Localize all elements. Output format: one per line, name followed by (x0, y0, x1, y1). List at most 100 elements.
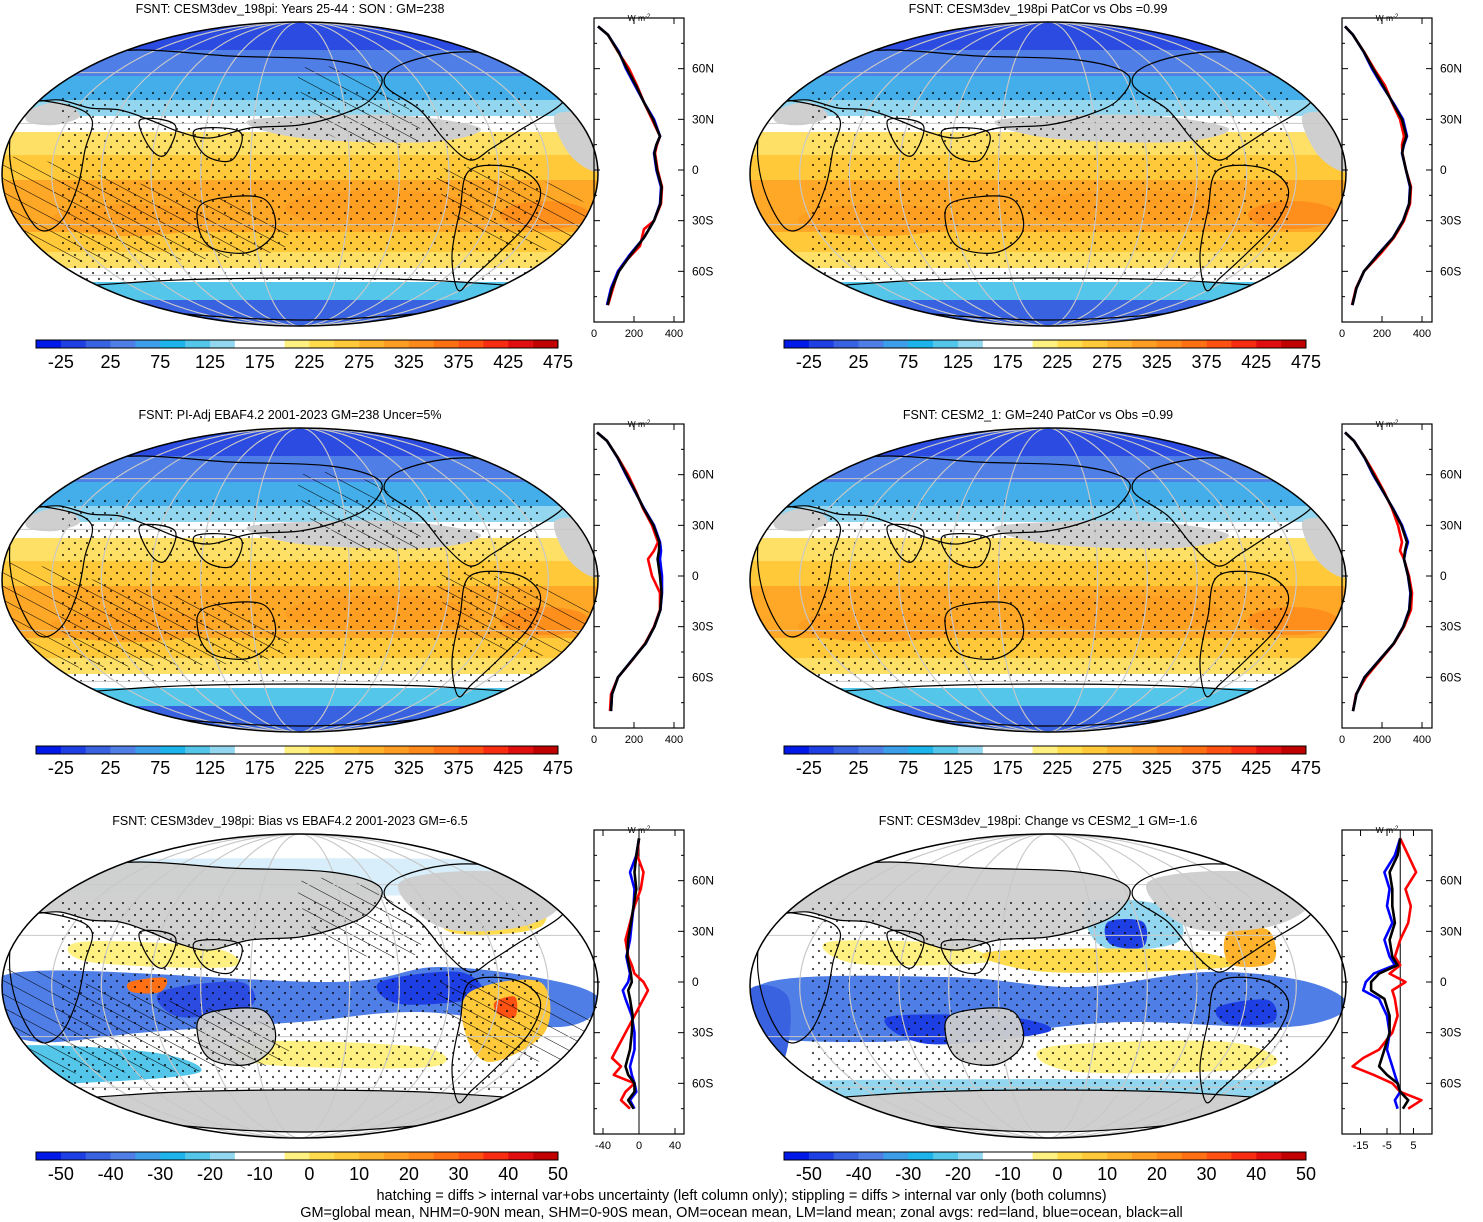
graticule (750, 22, 1346, 326)
colorbar: -25 25 75 125 175 225 275 325 375 425 475 (783, 339, 1321, 372)
colorbar-tick-label: 0 (304, 1164, 314, 1184)
colorbar-swatch (784, 746, 810, 754)
map-outline (1, 427, 599, 733)
colorbar-swatch (433, 1152, 459, 1160)
colorbar-swatch (284, 1152, 310, 1160)
footnote-hatching: hatching = diffs > internal var+obs unce… (376, 1188, 1107, 1204)
zonal-land-line (610, 838, 650, 1110)
colorbar: -25 25 75 125 175 225 275 325 375 425 475 (35, 745, 573, 778)
zonal-ocean-line (1361, 838, 1402, 1110)
colorbar-tick-label: -30 (147, 1164, 173, 1184)
colorbar-tick-label: 125 (195, 758, 225, 778)
zonal-lat-label: 0 (1440, 163, 1447, 177)
colorbar-swatch (858, 1152, 884, 1160)
coastlines (8, 849, 577, 1133)
colorbar-swatch (1132, 340, 1158, 348)
colorbar-tick-label: 75 (898, 352, 918, 372)
map-field (2, 834, 598, 1138)
coastlines (756, 37, 1325, 321)
colorbar-tick-label: 475 (543, 352, 573, 372)
colorbar-swatch (359, 1152, 385, 1160)
colorbar-swatch (60, 340, 87, 348)
colorbar-swatch (533, 746, 559, 754)
colorbar-swatch (1281, 340, 1307, 348)
colorbar-tick-label: 225 (1042, 352, 1072, 372)
zonal-value-label: 400 (1413, 734, 1431, 746)
colorbar-swatch (483, 340, 509, 348)
colorbar-swatch (408, 340, 435, 348)
colorbar-swatch (1281, 746, 1307, 754)
colorbar-tick-label: -30 (895, 1164, 921, 1184)
colorbar-swatch (60, 746, 87, 754)
zonal-plot: W m-2 60N 30N 0 30S 60S 0 200 400 (591, 419, 714, 746)
colorbar-swatch (483, 1152, 509, 1160)
colorbar-swatch (933, 340, 959, 348)
colorbar-tick-label: 175 (993, 758, 1023, 778)
colorbar-swatch (433, 340, 459, 348)
colorbar-swatch (1181, 1152, 1207, 1160)
colorbar-tick-label: -40 (846, 1164, 872, 1184)
colorbar-swatch (1231, 340, 1257, 348)
colorbar-tick-label: 475 (1291, 352, 1321, 372)
colorbar-tick-label: 425 (1241, 758, 1271, 778)
colorbar-swatch (1107, 746, 1133, 754)
panel-title: FSNT: CESM3dev_198pi: Years 25-44 : SON … (136, 2, 445, 16)
colorbar-tick-label: 275 (344, 352, 374, 372)
zonal-all-line (1344, 25, 1412, 306)
zonal-unit-label: W m-2 (1376, 13, 1399, 23)
colorbar-tick-label: 40 (498, 1164, 518, 1184)
colorbar-swatch (533, 1152, 559, 1160)
panel-title: FSNT: PI-Adj EBAF4.2 2001-2023 GM=238 Un… (139, 408, 442, 422)
colorbar-tick-label: 125 (195, 352, 225, 372)
colorbar-swatch (334, 340, 360, 348)
colorbar-swatch (982, 340, 1009, 348)
colorbar-swatch (284, 340, 310, 348)
colorbar-swatch (110, 746, 136, 754)
zonal-value-label: 200 (625, 734, 643, 746)
colorbar-swatch (933, 1152, 959, 1160)
map-outline (749, 427, 1347, 733)
colorbar-swatch (1007, 340, 1033, 348)
colorbar-tick-label: 25 (101, 352, 121, 372)
colorbar-swatch (1206, 340, 1232, 348)
colorbar-tick-label: 275 (344, 758, 374, 778)
zonal-lat-label: 60S (1440, 670, 1461, 684)
colorbar-tick-label: -20 (197, 1164, 223, 1184)
colorbar-tick-label: 225 (1042, 758, 1072, 778)
colorbar-swatch (1256, 340, 1282, 348)
panel-title: FSNT: CESM3dev_198pi: Bias vs EBAF4.2 20… (112, 814, 467, 828)
colorbar-tick-label: 175 (245, 758, 275, 778)
zonal-plot: W m-2 60N 30N 0 30S 60S 0 200 400 (1339, 13, 1462, 340)
colorbar-swatch (384, 746, 410, 754)
colorbar-swatch (309, 746, 335, 754)
colorbar-swatch (508, 1152, 534, 1160)
colorbar-tick-label: 375 (1192, 352, 1222, 372)
zonal-value-label: 0 (591, 328, 597, 340)
panel-4: FSNT: CESM2_1: GM=240 PatCor vs Obs =0.9… (749, 408, 1462, 778)
panel-6: FSNT: CESM3dev_198pi: Change vs CESM2_1 … (749, 814, 1462, 1184)
zonal-lat-label: 30N (1440, 924, 1462, 938)
zonal-lat-label: 60S (692, 670, 713, 684)
zonal-lat-label: 0 (1440, 569, 1447, 583)
colorbar-swatch (160, 340, 186, 348)
colorbar-tick-label: 50 (1296, 1164, 1316, 1184)
colorbar-swatch (85, 746, 111, 754)
zonal-lat-label: 30S (1440, 620, 1461, 634)
colorbar-swatch (284, 746, 310, 754)
colorbar-tick-label: 325 (394, 758, 424, 778)
zonal-plot: W m-2 60N 30N 0 30S 60S 0 200 400 (591, 13, 714, 340)
colorbar-swatch (808, 340, 835, 348)
zonal-value-label: 40 (669, 1140, 681, 1152)
colorbar-swatch (1007, 746, 1033, 754)
colorbar-swatch (1256, 746, 1282, 754)
colorbar-swatch (883, 746, 909, 754)
zonal-value-label: 0 (1339, 734, 1345, 746)
colorbar-swatch (958, 340, 984, 348)
zonal-all-line (624, 838, 641, 1110)
panel-title: FSNT: CESM3dev_198pi PatCor vs Obs =0.99 (909, 2, 1168, 16)
colorbar-swatch (135, 746, 161, 754)
colorbar-swatch (1156, 1152, 1183, 1160)
colorbar-swatch (784, 340, 810, 348)
zonal-lat-label: 30S (692, 620, 713, 634)
graticule (750, 428, 1346, 732)
